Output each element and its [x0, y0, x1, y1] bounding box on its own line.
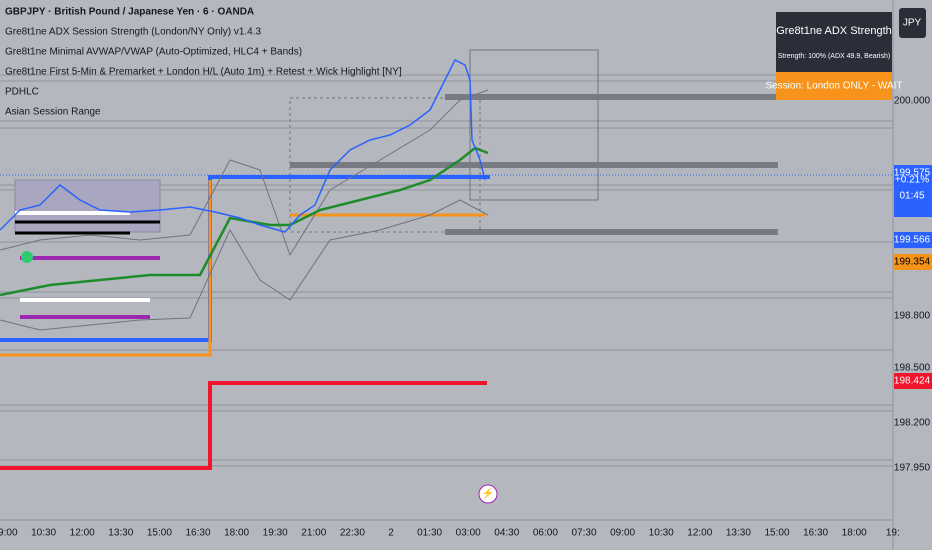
price-tick-label: 197.950 [894, 463, 931, 474]
price-tag: 01:45 [899, 191, 924, 202]
price-tag: +0.21% [895, 175, 929, 186]
time-tick-label: 09:00 [0, 528, 18, 539]
upper-band [0, 89, 489, 257]
time-tick-label: 21:00 [301, 528, 326, 539]
time-tick-label: 04:30 [494, 528, 519, 539]
price-tag: 198.424 [894, 376, 931, 387]
time-tick-label: 09:00 [610, 528, 635, 539]
event-icon-glyph[interactable]: ⚡ [482, 487, 494, 500]
currency-button-bg[interactable] [899, 8, 926, 38]
time-tick-label: 15:00 [764, 528, 789, 539]
red-level [0, 381, 487, 470]
vwap-line [0, 146, 489, 297]
time-tick-label: 07:30 [571, 528, 596, 539]
time-tick-label: 10:30 [649, 528, 674, 539]
time-tick-label: 03:00 [456, 528, 481, 539]
time-tick-label: 01:30 [417, 528, 442, 539]
time-tick-label: 13:30 [108, 528, 133, 539]
price-tag-bg [894, 232, 932, 248]
price-tick-label: 198.200 [894, 418, 931, 429]
indicator-label[interactable]: Asian Session Range [5, 107, 101, 118]
time-tick-label: 19:30 [263, 528, 288, 539]
event-icon[interactable] [478, 484, 498, 504]
indicator-label[interactable]: Gre8t1ne First 5-Min & Premarket + Londo… [5, 67, 402, 78]
time-tick-label: 16:30 [185, 528, 210, 539]
currency-button[interactable]: JPY [903, 18, 922, 29]
time-tick-label: 18:00 [842, 528, 867, 539]
price-tag-bg [894, 373, 932, 389]
time-axis: 09:00 10:30 12:00 13:30 15:00 16:30 18:00 19:30… [0, 528, 900, 539]
price-tag: 199.354 [894, 257, 931, 268]
signal-dot [21, 251, 33, 263]
time-tick-label: 13:30 [726, 528, 751, 539]
time-tick-label: 18:00 [224, 528, 249, 539]
indicator-label[interactable]: Gre8t1ne Minimal AVWAP/VWAP (Auto-Optimi… [5, 47, 302, 58]
info-panel [776, 12, 892, 72]
price-tag-bg [894, 165, 932, 181]
time-tick-label: 12:00 [687, 528, 712, 539]
time-tick-label: 06:00 [533, 528, 558, 539]
header: GBPJPY · British Pound / Japanese Yen · … [5, 7, 402, 118]
session-box [469, 49, 599, 201]
time-tick-label: 15:00 [147, 528, 172, 539]
price-line [0, 58, 486, 233]
price-tag-bg [894, 254, 932, 270]
time-tick-label: 2 [388, 528, 394, 539]
price-tick-label: 198.800 [894, 311, 931, 322]
price-tick-label: 200.000 [894, 96, 931, 107]
lower-band [0, 199, 489, 331]
panel-title: Gre8t1ne ADX Strength [776, 25, 892, 37]
time-tick-label: 16:30 [803, 528, 828, 539]
price-tag: 199.566 [894, 235, 931, 246]
orange-level [0, 180, 485, 357]
panel-strength: Strength: 100% (ADX 49.9, Bearish) [778, 53, 890, 60]
indicator-label[interactable]: PDHLC [5, 87, 39, 98]
time-tick-label: 12:00 [70, 528, 95, 539]
time-tick-label: 22:30 [340, 528, 365, 539]
price-tick-label: 198.500 [894, 363, 931, 374]
time-tick-label: 10:30 [31, 528, 56, 539]
price-tag: 199.575 [894, 168, 931, 179]
time-tick-label: 19: [886, 528, 900, 539]
indicator-label[interactable]: Gre8t1ne ADX Session Strength (London/NY… [5, 27, 262, 38]
symbol-title: GBPJPY · British Pound / Japanese Yen · … [5, 7, 254, 18]
price-axis: 200.000 198.800 198.500 198.200 197.950 199.5… [894, 96, 932, 474]
session-panel [776, 72, 892, 100]
panel-session: Session: London ONLY - WAIT [765, 81, 902, 92]
